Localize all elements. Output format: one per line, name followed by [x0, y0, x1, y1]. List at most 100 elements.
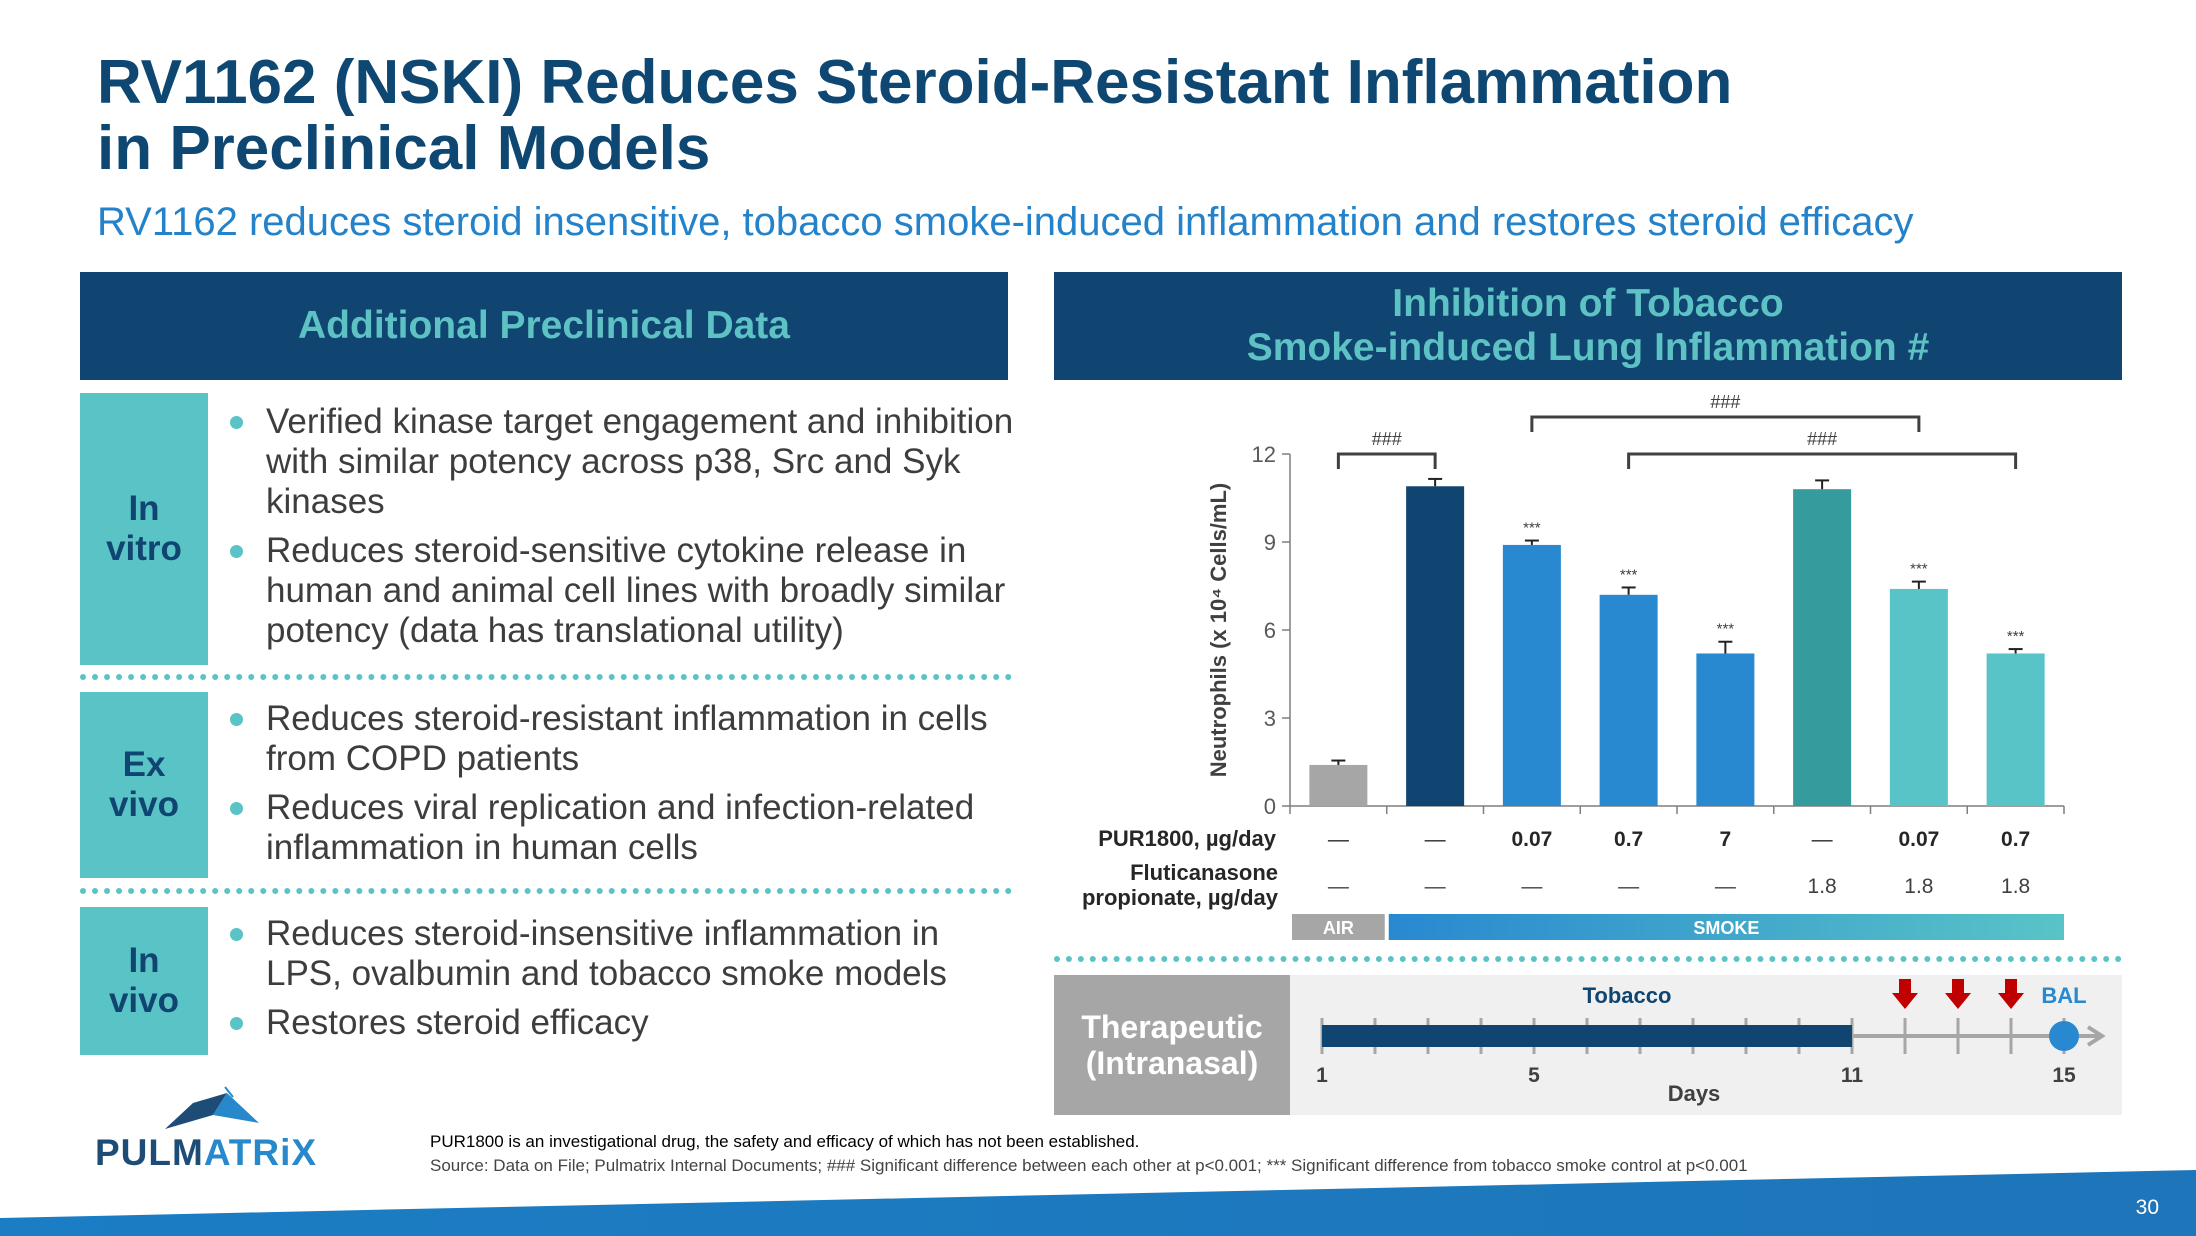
tobacco-exposure-bar [1322, 1025, 1852, 1047]
y-tick-label: 3 [1264, 706, 1276, 731]
chart-bar [1889, 588, 1948, 806]
category-label-line1: In [128, 941, 160, 980]
chart-bar [1502, 544, 1561, 806]
y-tick-label: 12 [1252, 442, 1276, 467]
dose-arrow-icon [1945, 979, 1971, 1009]
comparison-label: ### [1807, 429, 1837, 449]
row-label-pur1800: PUR1800, µg/day [1098, 826, 1277, 851]
fluticasone-dose-cell: 1.8 [1808, 875, 1837, 898]
pulmatrix-logo: PULMATRiX [95, 1132, 317, 1174]
pur1800-dose-cell: — [1812, 828, 1833, 851]
chart-bar [1696, 653, 1755, 806]
pur1800-dose-cell: 0.07 [1511, 828, 1552, 851]
comparison-bracket [1336, 452, 1437, 469]
pulmatrix-logo-icon [165, 1086, 259, 1129]
pur1800-dose-cell: 0.07 [1898, 828, 1939, 851]
left-panel-header: Additional Preclinical Data [80, 272, 1008, 380]
slide-title-line2: in Preclinical Models [97, 114, 711, 183]
timeline-day-label: 15 [2052, 1064, 2076, 1087]
exposure-label-smoke: SMOKE [1693, 918, 1759, 938]
category-label-line1: Ex [122, 745, 166, 784]
fluticasone-dose-cell: — [1425, 875, 1446, 898]
category-in-vivo: In vivo [80, 907, 208, 1055]
significance-label: *** [1620, 566, 1638, 583]
ex-vivo-bullets: Reduces steroid-resistant inflammation i… [226, 699, 1016, 877]
right-panel-header: Inhibition of Tobacco Smoke-induced Lung… [1054, 272, 2122, 380]
chart-bar [1309, 764, 1368, 806]
section-divider [80, 888, 1012, 894]
significance-label: *** [1717, 621, 1735, 638]
timeline-day-label: 1 [1316, 1064, 1328, 1087]
category-ex-vivo: Ex vivo [80, 692, 208, 878]
fluticasone-dose-cell: — [1328, 875, 1349, 898]
bullet-item: Reduces viral replication and infection-… [226, 788, 1016, 868]
logo-text-part1: PULM [95, 1132, 204, 1173]
pur1800-dose-cell: 0.7 [2001, 828, 2030, 851]
logo-text-part2: ATRiX [203, 1132, 318, 1173]
timeline-day-label: 5 [1528, 1064, 1540, 1087]
chart-bar [1406, 486, 1465, 806]
comparison-bracket [1627, 452, 2018, 469]
exposure-label-air: AIR [1323, 918, 1354, 938]
category-in-vitro: In vitro [80, 393, 208, 665]
significance-label: *** [1523, 520, 1541, 537]
tobacco-label: Tobacco [1583, 983, 1672, 1008]
row-label-fluticasone-unit: propionate, µg/day [1082, 885, 1279, 910]
fluticasone-dose-cell: 1.8 [1904, 875, 1933, 898]
timeline-axis-label: Days [1668, 1081, 1721, 1106]
in-vivo-bullets: Reduces steroid-insensitive inflammation… [226, 914, 1016, 1052]
dose-arrow-icon [1998, 979, 2024, 1009]
therapy-label-line1: Therapeutic [1081, 1009, 1263, 1045]
bullet-item: Restores steroid efficacy [226, 1003, 1016, 1043]
section-divider [80, 674, 1012, 680]
y-tick-label: 0 [1264, 794, 1276, 819]
fluticasone-dose-cell: — [1618, 875, 1639, 898]
dose-arrow-icon [1892, 979, 1918, 1009]
right-panel-header-line1: Inhibition of Tobacco [1392, 282, 1784, 325]
footnote-investigational: PUR1800 is an investigational drug, the … [430, 1132, 1140, 1151]
slide-subtitle: RV1162 reduces steroid insensitive, toba… [97, 200, 1914, 244]
pur1800-dose-cell: — [1425, 828, 1446, 851]
category-label-line2: vivo [108, 785, 180, 824]
timeline-arrowhead [2086, 1025, 2106, 1047]
bal-label: BAL [2041, 983, 2086, 1008]
in-vitro-bullets: Verified kinase target engagement and in… [226, 402, 1016, 660]
fluticasone-dose-cell: 1.8 [2001, 875, 2030, 898]
chart-divider [1054, 956, 2122, 962]
page-number: 30 [2135, 1196, 2159, 1219]
pur1800-dose-cell: — [1328, 828, 1349, 851]
right-panel-header-line2: Smoke-induced Lung Inflammation # [1246, 326, 1930, 369]
chart-bar [1793, 489, 1852, 806]
y-axis-label: Neutrophils (x 10⁴ Cells/mL) [1206, 483, 1231, 778]
slide-title-line1: RV1162 (NSKI) Reduces Steroid-Resistant … [97, 48, 1733, 117]
bullet-item: Reduces steroid-resistant inflammation i… [226, 699, 1016, 779]
y-tick-label: 9 [1264, 530, 1276, 555]
comparison-label: ### [1710, 392, 1740, 412]
therapy-label-line2: (Intranasal) [1085, 1045, 1259, 1081]
bullet-item: Reduces steroid-insensitive inflammation… [226, 914, 1016, 994]
chart-bar [1986, 653, 2045, 806]
comparison-bracket [1530, 415, 1921, 432]
chart-bar [1599, 594, 1658, 806]
pur1800-dose-cell: 7 [1720, 828, 1732, 851]
bullet-item: Verified kinase target engagement and in… [226, 402, 1016, 522]
comparison-label: ### [1372, 429, 1402, 449]
slide-title: RV1162 (NSKI) Reduces Steroid-Resistant … [97, 50, 1997, 182]
y-tick-label: 6 [1264, 618, 1276, 643]
footnote-source: Source: Data on File; Pulmatrix Internal… [430, 1156, 1748, 1175]
therapy-label-box: Therapeutic (Intranasal) [1054, 975, 1290, 1115]
category-label-line2: vitro [106, 529, 182, 568]
significance-label: *** [2007, 628, 2025, 645]
left-panel-header-text: Additional Preclinical Data [298, 304, 790, 347]
timeline-day-label: 11 [1841, 1064, 1864, 1087]
fluticasone-dose-cell: — [1715, 875, 1736, 898]
row-label-fluticasone: Fluticanasone [1130, 860, 1278, 885]
exposure-bar-smoke [1388, 914, 2064, 940]
category-label-line2: vivo [108, 981, 180, 1020]
significance-label: *** [1910, 561, 1928, 578]
category-label-line1: In [128, 489, 160, 528]
pur1800-dose-cell: 0.7 [1614, 828, 1643, 851]
fluticasone-dose-cell: — [1521, 875, 1542, 898]
neutrophil-bar-chart: 0 3 6 9 12 Neutrophils (x 10⁴ Cells/mL) *** ***… [1082, 392, 2065, 940]
